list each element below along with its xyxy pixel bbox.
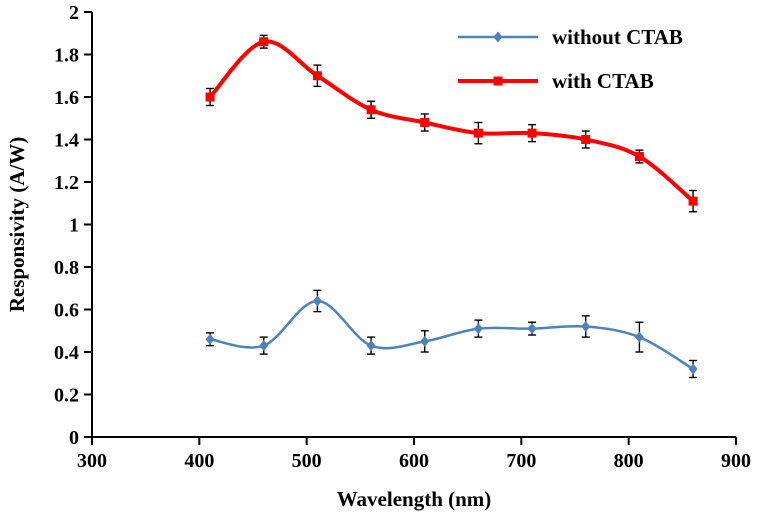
y-tick-labels: 0 0.2 0.4 0.6 0.8 1 1.2 1.4 1.6 1.8 2 xyxy=(54,2,79,449)
square-marker-icon xyxy=(634,152,644,161)
diamond-marker-icon xyxy=(259,340,269,352)
y-tick-label: 0.4 xyxy=(54,342,79,364)
y-tick-label: 0.6 xyxy=(54,300,79,322)
square-marker-icon xyxy=(473,128,483,138)
square-marker-icon xyxy=(493,76,503,86)
legend-label: without CTAB xyxy=(552,25,683,49)
x-tick-label: 400 xyxy=(184,450,214,472)
x-tick-labels: 300 400 500 600 700 800 900 xyxy=(77,450,751,472)
series-markers xyxy=(205,295,698,375)
legend-row: without CTAB xyxy=(458,25,683,49)
y-tick-label: 0 xyxy=(69,427,79,449)
y-tick-label: 1.4 xyxy=(54,130,79,152)
square-marker-icon xyxy=(259,37,269,47)
diamond-marker-icon xyxy=(527,323,537,335)
diamond-marker-icon xyxy=(634,331,644,343)
error-bars xyxy=(206,34,698,213)
y-tick-label: 0.8 xyxy=(54,257,79,279)
x-tick-label: 800 xyxy=(614,450,644,472)
square-marker-icon xyxy=(366,105,376,115)
diamond-marker-icon xyxy=(473,323,483,335)
x-tick-label: 600 xyxy=(399,450,429,472)
tick-marks xyxy=(84,11,737,445)
y-tick-label: 2 xyxy=(69,2,79,24)
series-with-ctab xyxy=(205,34,698,213)
diamond-marker-icon xyxy=(688,363,698,375)
x-axis-title: Wavelength (nm) xyxy=(337,487,492,511)
x-tick-label: 300 xyxy=(77,450,107,472)
diamond-marker-icon xyxy=(312,295,322,307)
diamond-marker-icon xyxy=(493,31,503,43)
y-tick-label: 1 xyxy=(69,215,79,237)
series-markers xyxy=(205,37,698,206)
x-tick-label: 700 xyxy=(506,450,536,472)
square-marker-icon xyxy=(205,92,215,102)
y-tick-label: 0.2 xyxy=(54,385,79,407)
y-tick-label: 1.2 xyxy=(54,172,79,194)
square-marker-icon xyxy=(312,71,322,81)
square-marker-icon xyxy=(688,196,698,206)
square-marker-icon xyxy=(581,135,591,144)
legend: without CTAB with CTAB xyxy=(458,25,683,93)
square-marker-icon xyxy=(527,128,537,138)
square-marker-icon xyxy=(420,118,430,127)
x-tick-label: 900 xyxy=(721,450,751,472)
series-without-ctab xyxy=(205,289,698,379)
y-tick-label: 1.8 xyxy=(54,45,79,67)
series-line xyxy=(208,39,696,204)
diamond-marker-icon xyxy=(420,335,430,347)
diamond-marker-icon xyxy=(205,333,215,345)
diamond-marker-icon xyxy=(581,321,591,332)
legend-label: with CTAB xyxy=(552,69,654,93)
legend-row: with CTAB xyxy=(458,69,654,93)
x-tick-label: 500 xyxy=(292,450,322,472)
y-tick-label: 1.6 xyxy=(54,87,79,109)
y-axis-title: Responsivity (A/W) xyxy=(5,137,29,313)
diamond-marker-icon xyxy=(366,340,376,352)
series-line xyxy=(208,299,695,371)
